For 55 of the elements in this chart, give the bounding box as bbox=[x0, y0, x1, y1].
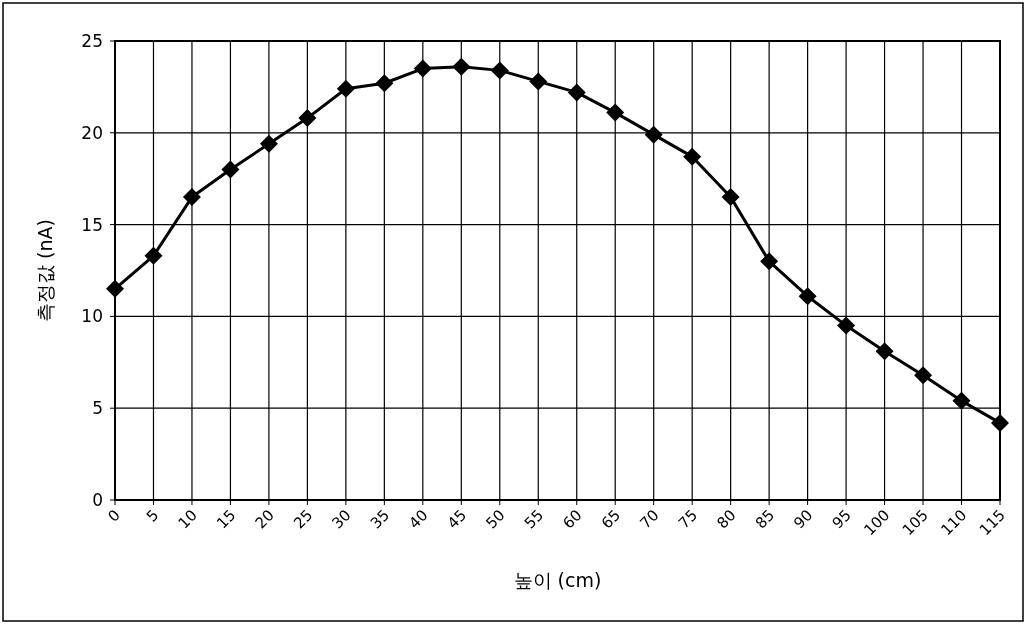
point bbox=[606, 103, 625, 122]
point bbox=[952, 391, 971, 410]
y-axis-title: 측정값 (nA) bbox=[34, 219, 56, 322]
x-tick-label: 5 bbox=[142, 506, 163, 526]
point bbox=[567, 83, 586, 102]
x-tick-label: 75 bbox=[674, 506, 701, 533]
point bbox=[336, 79, 355, 98]
y-tick-label: 20 bbox=[81, 122, 103, 143]
point bbox=[298, 109, 317, 128]
x-axis-title: 높이 (cm) bbox=[513, 569, 602, 591]
point bbox=[760, 252, 779, 271]
x-tick-label: 55 bbox=[520, 506, 548, 533]
y-tick-label: 10 bbox=[81, 306, 103, 327]
point bbox=[991, 413, 1009, 432]
point bbox=[529, 72, 548, 91]
x-tick-label: 70 bbox=[636, 506, 663, 533]
x-tick-label: 100 bbox=[860, 506, 894, 540]
point bbox=[490, 61, 509, 80]
point bbox=[644, 125, 663, 144]
x-tick-label: 105 bbox=[898, 506, 932, 540]
point bbox=[144, 246, 163, 265]
x-tick-label: 90 bbox=[790, 506, 817, 533]
point bbox=[914, 366, 933, 385]
point bbox=[413, 59, 432, 78]
x-tick-label: 115 bbox=[975, 506, 1009, 540]
point bbox=[259, 134, 278, 153]
x-tick-label: 65 bbox=[597, 506, 625, 533]
x-tick-label: 10 bbox=[174, 506, 201, 533]
y-tick-label: 5 bbox=[92, 398, 103, 419]
x-tick-label: 45 bbox=[443, 506, 471, 533]
point bbox=[452, 57, 471, 76]
y-tick-label: 15 bbox=[81, 214, 103, 235]
x-tick-label: 50 bbox=[482, 506, 509, 533]
y-tick-label: 25 bbox=[81, 31, 103, 51]
x-tick-label: 35 bbox=[366, 506, 394, 533]
point bbox=[375, 74, 394, 93]
x-tick-label: 110 bbox=[937, 506, 971, 540]
x-tick-label: 95 bbox=[828, 506, 855, 533]
point bbox=[182, 188, 201, 207]
point bbox=[721, 188, 740, 207]
x-tick-label: 30 bbox=[328, 506, 355, 533]
point bbox=[683, 147, 702, 166]
point bbox=[875, 342, 894, 361]
y-tick-label: 0 bbox=[92, 490, 103, 510]
x-tick-label: 80 bbox=[713, 506, 740, 533]
x-tick-label: 25 bbox=[289, 506, 317, 533]
x-tick-label: 85 bbox=[751, 506, 778, 533]
x-tick-label: 15 bbox=[213, 506, 240, 533]
point bbox=[798, 287, 817, 306]
x-tick-label: 40 bbox=[405, 506, 432, 533]
point bbox=[837, 316, 856, 335]
x-tick-label: 60 bbox=[559, 506, 586, 533]
point bbox=[221, 160, 240, 179]
point bbox=[106, 279, 124, 298]
x-tick-label: 20 bbox=[251, 506, 278, 533]
